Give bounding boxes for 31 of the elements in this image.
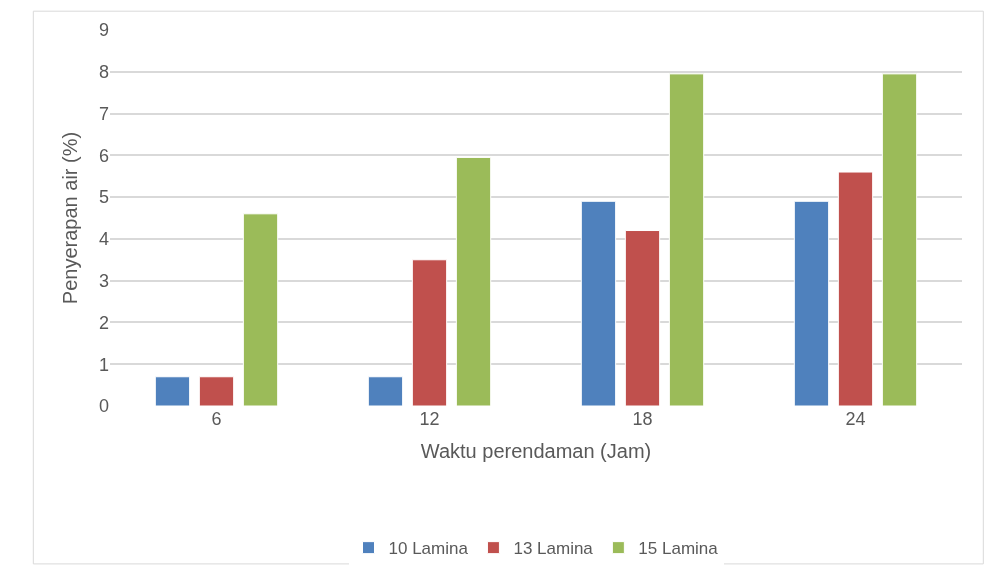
y-tick-label: 4 — [98, 229, 109, 250]
bar — [580, 200, 617, 406]
x-tick-label: 24 — [845, 409, 866, 429]
y-tick-label: 8 — [98, 62, 109, 83]
y-tick-label: 6 — [98, 145, 109, 166]
legend-label: 10 Lamina — [388, 539, 469, 559]
bar — [198, 376, 235, 406]
bar — [411, 259, 448, 406]
bar — [242, 213, 279, 406]
legend-label: 15 Lamina — [638, 539, 719, 559]
x-tick-label: 12 — [419, 409, 440, 429]
bar — [455, 156, 492, 406]
y-tick-label: 2 — [98, 312, 109, 333]
bar — [881, 73, 918, 406]
bar — [793, 200, 830, 406]
bar — [367, 376, 404, 406]
y-tick-label: 3 — [98, 270, 109, 291]
y-tick-label: 0 — [98, 396, 109, 417]
x-axis-title: Waktu perendaman (Jam) — [420, 439, 652, 462]
x-tick-label: 6 — [211, 409, 222, 429]
x-tick-label: 18 — [632, 409, 653, 429]
y-axis-title: Penyerapan air (%) — [59, 131, 82, 305]
y-tick-label: 7 — [98, 103, 109, 124]
bar — [668, 73, 705, 406]
legend-label: 13 Lamina — [513, 539, 594, 559]
bar — [154, 376, 191, 406]
bar — [624, 230, 661, 406]
y-tick-label: 9 — [98, 20, 109, 41]
bar — [837, 171, 874, 406]
y-tick-label: 5 — [98, 187, 109, 208]
y-tick-label: 1 — [98, 354, 109, 375]
